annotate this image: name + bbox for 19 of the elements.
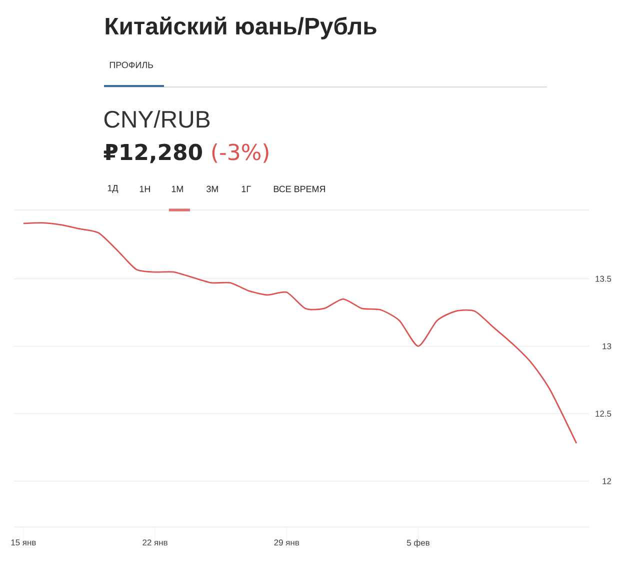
text: 1Г (242, 186, 251, 192)
y-tick-label: 13.5 (596, 276, 612, 282)
x-tick-label: 22 янв (142, 540, 168, 546)
text: (-3%) (212, 143, 268, 163)
x-tick-label: 15 янв (11, 540, 36, 546)
y-tick-label: 13 (602, 343, 612, 350)
text: ВСЕ ВРЕМЯ (274, 186, 325, 192)
text: 1Н (140, 186, 150, 192)
y-tick-label: 12 (602, 478, 612, 484)
text: ₽12,280 (104, 144, 202, 164)
chart-title: Китайский юань/Рубль (106, 16, 376, 40)
text: 1М (172, 186, 183, 192)
x-tick-label: 29 янв (274, 540, 300, 546)
text: ПРОФИЛЬ (110, 62, 153, 68)
text: 3М (206, 186, 218, 192)
x-tick-label: 5 фев (406, 540, 430, 548)
y-tick-label: 12.5 (596, 410, 612, 417)
text: 1Д (108, 185, 118, 193)
chart-subtitle: CNY/RUB (104, 110, 210, 128)
